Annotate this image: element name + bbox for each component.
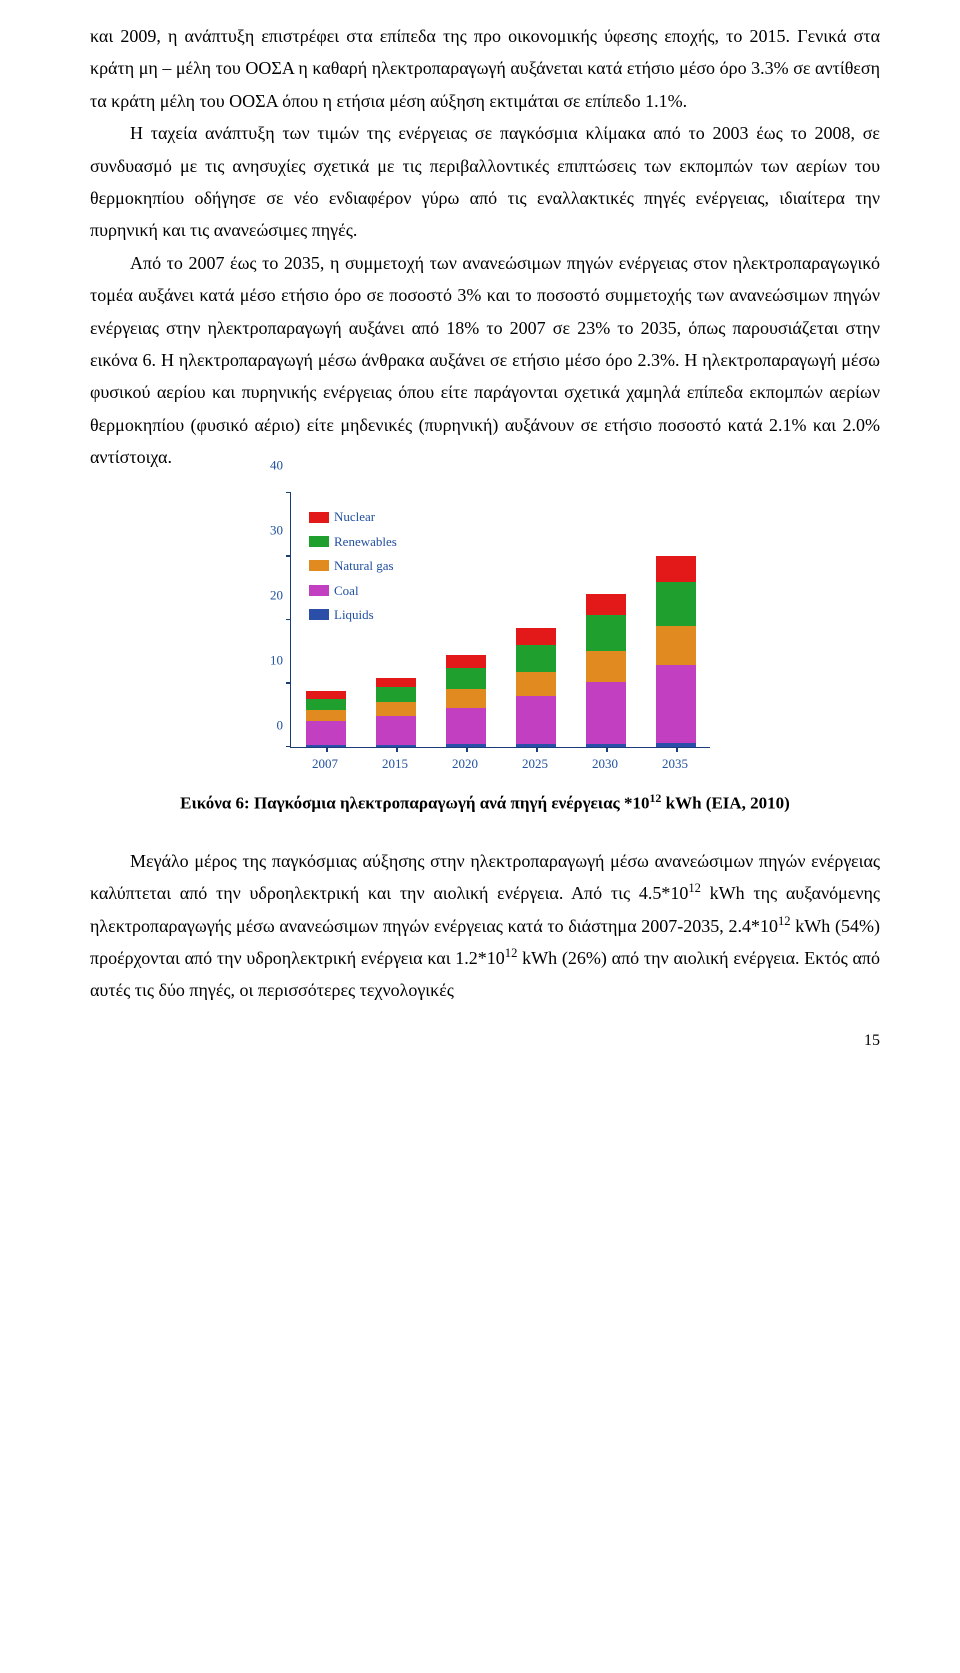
bar-segment [376,678,416,688]
x-axis-label: 2025 [522,752,548,775]
x-axis-label: 2020 [452,752,478,775]
bar-segment [586,682,626,744]
legend-swatch [309,585,329,596]
legend-swatch [309,560,329,571]
y-axis-label: 0 [277,713,284,736]
caption-prefix: Εικόνα 6: Παγκόσμια ηλεκτροπαραγωγή ανά … [180,794,649,813]
legend-item: Coal [309,579,397,602]
bar-segment [586,615,626,651]
legend-label: Liquids [334,603,374,626]
page-number: 15 [90,1027,880,1056]
legend-label: Nuclear [334,505,375,528]
chart-y-axis: 010203040 [258,488,288,748]
bar-group [656,527,696,747]
bar-segment [516,696,556,744]
x-axis-label: 2035 [662,752,688,775]
bar-segment [656,556,696,582]
y-axis-tick [286,682,291,684]
legend-label: Renewables [334,530,397,553]
sup-2: 12 [778,914,791,928]
bar-group [446,594,486,748]
bar-segment [306,710,346,722]
bar-segment [446,668,486,689]
bar-segment [446,708,486,745]
sup-1: 12 [688,881,701,895]
bar-segment [656,626,696,665]
bar-segment [306,691,346,699]
caption-suffix: kWh (EIA, 2010) [661,794,789,813]
y-axis-tick [286,619,291,621]
bar-group [586,550,626,747]
bar-segment [586,594,626,615]
y-axis-tick [286,492,291,494]
y-axis-tick [286,555,291,557]
caption-sup: 12 [649,791,661,805]
bar-group [516,573,556,747]
legend-label: Coal [334,579,359,602]
y-axis-tick [286,746,291,748]
legend-item: Natural gas [309,554,397,577]
y-axis-label: 30 [270,518,283,541]
bar-segment [446,655,486,668]
legend-swatch [309,609,329,620]
y-axis-label: 20 [270,583,283,606]
bar-segment [306,699,346,709]
legend-item: Renewables [309,530,397,553]
legend-label: Natural gas [334,554,394,577]
chart-caption: Εικόνα 6: Παγκόσμια ηλεκτροπαραγωγή ανά … [90,788,880,819]
x-axis-label: 2030 [592,752,618,775]
x-axis-label: 2015 [382,752,408,775]
bar-group [306,628,346,747]
bar-segment [516,628,556,645]
bar-segment [376,716,416,744]
paragraph-1: και 2009, η ανάπτυξη επιστρέφει στα επίπ… [90,20,880,117]
bar-segment [586,651,626,682]
y-axis-label: 40 [270,453,283,476]
paragraph-3: Από το 2007 έως το 2035, η συμμετοχή των… [90,247,880,474]
sup-3: 12 [505,946,518,960]
bar-segment [306,721,346,745]
legend-item: Nuclear [309,505,397,528]
paragraph-4: Μεγάλο μέρος της παγκόσμιας αύξησης στην… [90,845,880,1007]
x-axis-label: 2007 [312,752,338,775]
legend-swatch [309,512,329,523]
legend-swatch [309,536,329,547]
bar-segment [376,687,416,702]
bar-segment [656,582,696,626]
bar-segment [376,702,416,716]
chart-plot-area: NuclearRenewablesNatural gasCoalLiquids [290,493,710,748]
bar-group [376,614,416,747]
paragraph-2: Η ταχεία ανάπτυξη των τιμών της ενέργεια… [90,117,880,247]
chart-legend: NuclearRenewablesNatural gasCoalLiquids [309,505,397,627]
electricity-generation-chart: 010203040 NuclearRenewablesNatural gasCo… [250,488,720,778]
bar-segment [516,645,556,672]
bar-segment [446,689,486,708]
bar-segment [656,665,696,743]
chart-x-axis: 2007 2015 2020 2025 2030 2035 [290,748,710,778]
bar-segment [516,672,556,696]
y-axis-label: 10 [270,648,283,671]
